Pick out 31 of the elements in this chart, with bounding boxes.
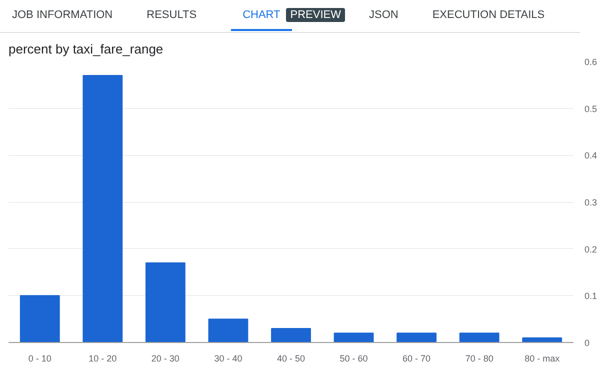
- bar: [20, 295, 60, 342]
- x-tick-label: 60 - 70: [402, 354, 431, 364]
- y-tick-label: 0.4: [584, 150, 598, 161]
- x-tick-label: 30 - 40: [214, 354, 242, 364]
- x-tick-label: 80 - max: [524, 354, 560, 364]
- text: JOB INFORMATION: [12, 9, 113, 21]
- y-tick-label: 0.2: [584, 244, 598, 254]
- y-tick-label: 0.6: [584, 57, 598, 67]
- text: JSON: [369, 9, 398, 21]
- y-tick-label: 0: [584, 338, 590, 348]
- x-tick-label: 20 - 30: [151, 354, 180, 364]
- bar: [145, 262, 186, 342]
- text: EXECUTION DETAILS: [432, 9, 545, 21]
- text: CHART: [242, 9, 280, 21]
- text: PREVIEW: [286, 8, 345, 22]
- x-tick-label: 50 - 60: [340, 354, 368, 364]
- x-tick-label: 10 - 20: [88, 354, 117, 364]
- y-tick-label: 0.5: [584, 104, 598, 114]
- y-tick-label: 0.1: [584, 291, 598, 302]
- bar: [334, 332, 374, 342]
- bar: [208, 318, 248, 342]
- bar: [459, 332, 500, 342]
- text: RESULTS: [146, 9, 197, 21]
- x-tick-label: 40 - 50: [276, 354, 306, 364]
- bar: [82, 75, 123, 342]
- x-tick-label: 0 - 10: [28, 354, 52, 364]
- y-tick-label: 0.3: [584, 198, 598, 208]
- x-tick-label: 70 - 80: [465, 354, 494, 364]
- bar: [271, 328, 311, 342]
- chart-title: percent by taxi_fare_range: [8, 42, 164, 56]
- bar: [396, 332, 437, 342]
